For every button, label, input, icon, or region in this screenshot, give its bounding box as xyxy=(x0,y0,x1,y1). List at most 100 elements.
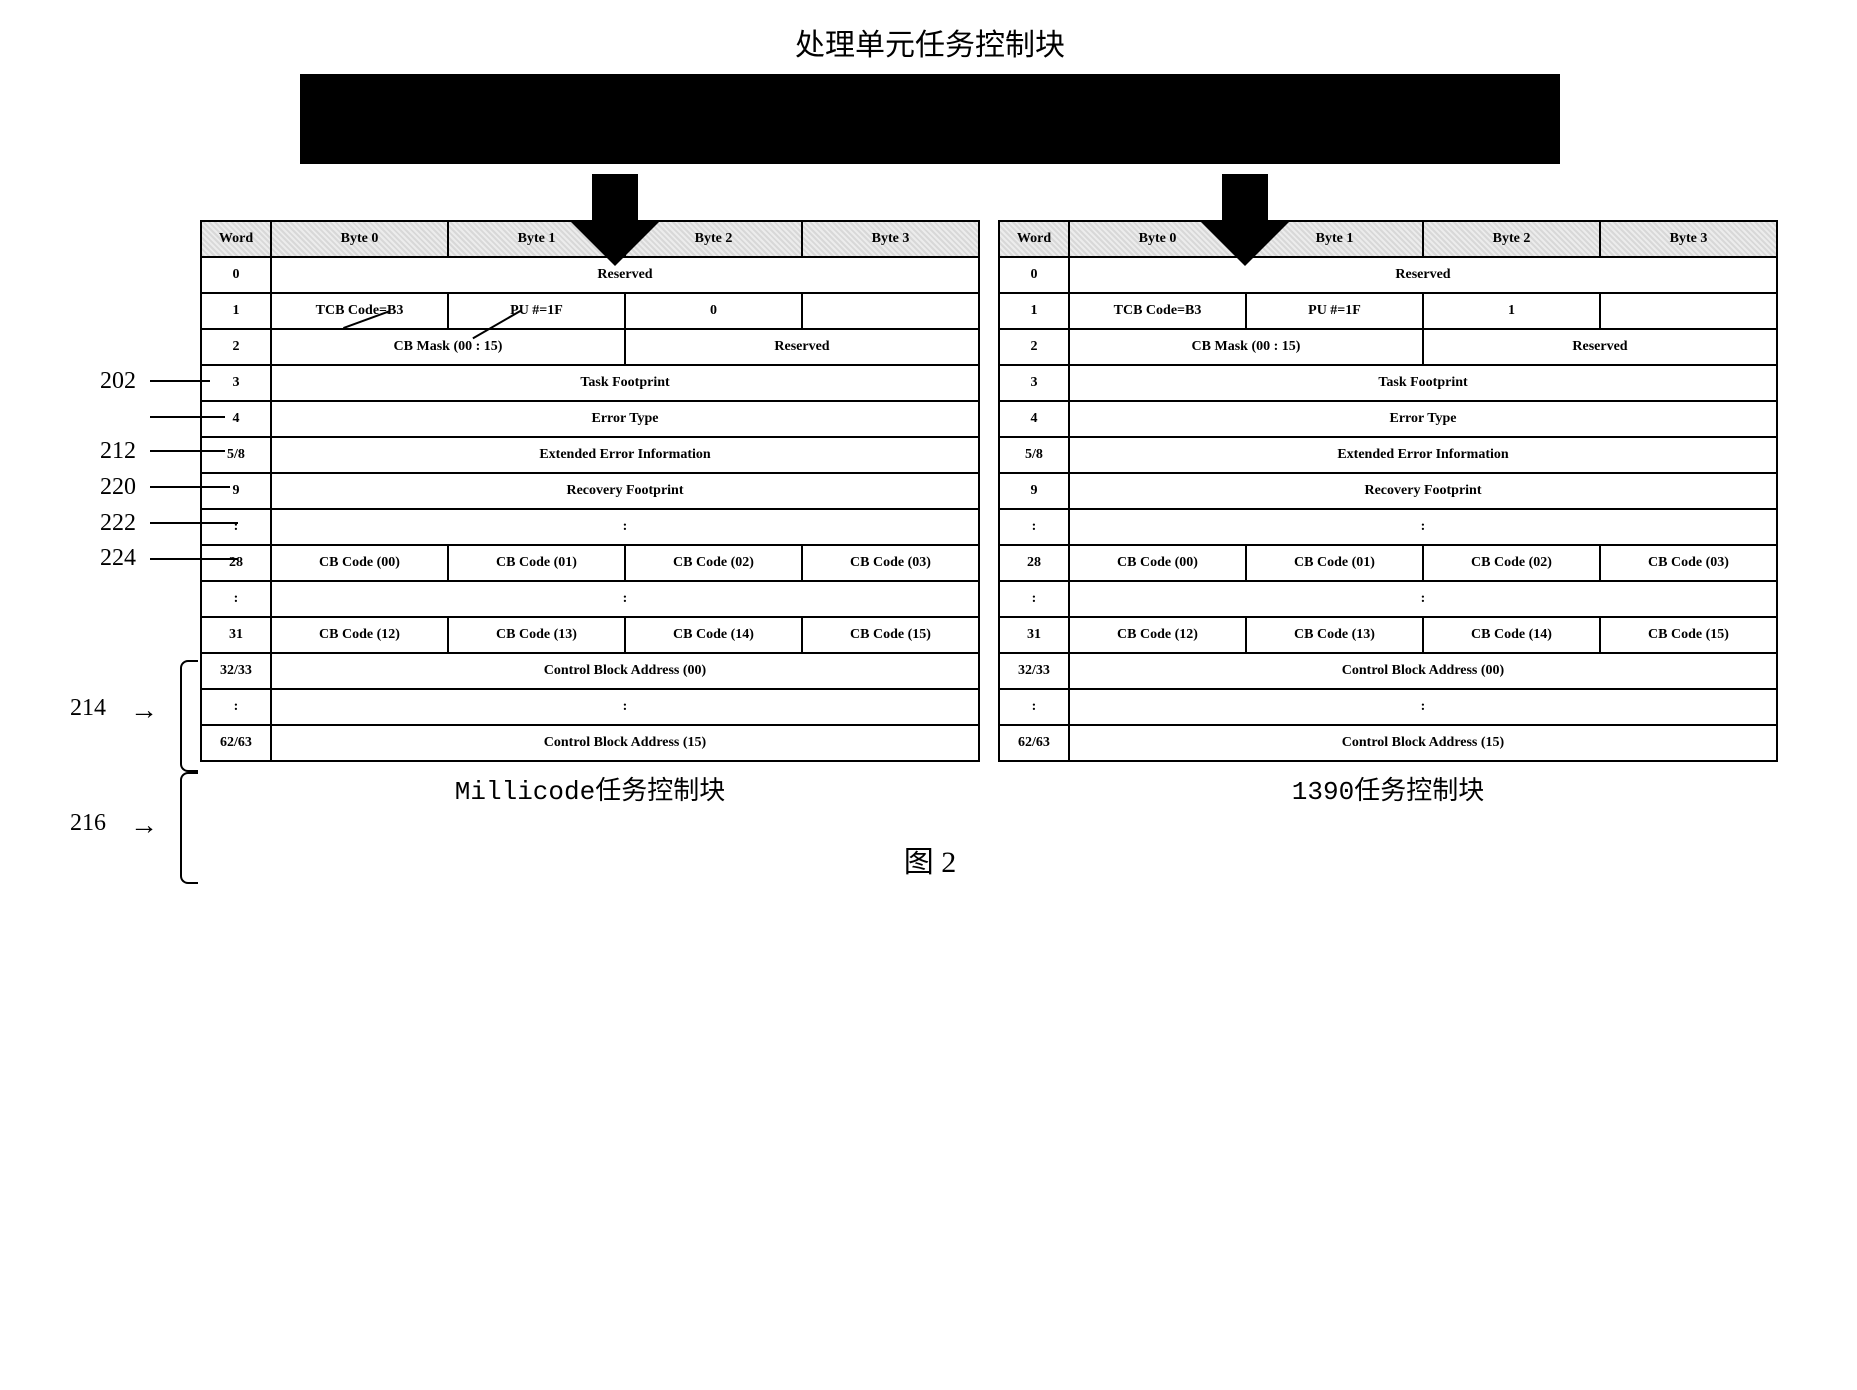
table-row: : : xyxy=(201,509,979,545)
cell-word: : xyxy=(999,581,1069,617)
figure-label: 图 2 xyxy=(40,837,1820,881)
table-row: 28 CB Code (00) CB Code (01) CB Code (02… xyxy=(999,545,1777,581)
label-202: 202 xyxy=(100,368,136,395)
cell-word: 28 xyxy=(999,545,1069,581)
cell-text: CB Code (01) xyxy=(1246,545,1423,581)
table-row: 2 CB Mask (00 : 15) Reserved xyxy=(999,329,1777,365)
cell-text: Recovery Footprint xyxy=(271,473,979,509)
cell-text: Extended Error Information xyxy=(1069,437,1777,473)
cell-text: CB Code (12) xyxy=(1069,617,1246,653)
label-222: 222 xyxy=(100,510,136,537)
hdr-b3: Byte 3 xyxy=(1600,221,1777,257)
table-row: : : xyxy=(201,581,979,617)
i390-table: Word Byte 0 Byte 1 Byte 2 Byte 3 0 Reser… xyxy=(998,220,1778,762)
cell-text: CB Code (02) xyxy=(625,545,802,581)
hdr-b2: Byte 2 xyxy=(1423,221,1600,257)
cell-word: 32/33 xyxy=(999,653,1069,689)
left-table-block: Word Byte 0 Byte 1 Byte 2 Byte 3 0 Reser… xyxy=(200,220,980,807)
cell-text: : xyxy=(271,689,979,725)
cell-text: CB Code (03) xyxy=(1600,545,1777,581)
cell-word: 62/63 xyxy=(201,725,271,761)
table-row: 62/63 Control Block Address (15) xyxy=(201,725,979,761)
label-214: 214 xyxy=(70,695,106,722)
label-224: 224 xyxy=(100,545,136,572)
label-206: 206 xyxy=(500,130,539,160)
cell-empty xyxy=(1600,293,1777,329)
cell-text: CB Code (15) xyxy=(1600,617,1777,653)
cell-text: CB Code (15) xyxy=(802,617,979,653)
right-caption: 1390任务控制块 xyxy=(998,770,1778,807)
cell-tcb: TCB Code=B3 xyxy=(271,293,448,329)
cell-word: 3 xyxy=(201,365,271,401)
hdr-b3: Byte 3 xyxy=(802,221,979,257)
hdr-b0: Byte 0 xyxy=(271,221,448,257)
table-row: 5/8 Extended Error Information xyxy=(999,437,1777,473)
table-row: : : xyxy=(999,581,1777,617)
cell-word: 3 xyxy=(999,365,1069,401)
cell-text: CB Code (14) xyxy=(1423,617,1600,653)
table-row: 1 TCB Code=B3 PU #=1F 1 xyxy=(999,293,1777,329)
right-table-block: Word Byte 0 Byte 1 Byte 2 Byte 3 0 Reser… xyxy=(998,220,1778,807)
cell-word: 9 xyxy=(999,473,1069,509)
cell-text: Task Footprint xyxy=(271,365,979,401)
cell-word: 0 xyxy=(201,257,271,293)
cell-word: 4 xyxy=(201,401,271,437)
table-row: 2 CB Mask (00 : 15) Reserved xyxy=(201,329,979,365)
table-row: : : xyxy=(999,509,1777,545)
table-row: : : xyxy=(999,689,1777,725)
cell-text: CB Code (03) xyxy=(802,545,979,581)
cell-word: 1 xyxy=(201,293,271,329)
cell-word: 28 xyxy=(201,545,271,581)
table-row: 1 TCB Code=B3 PU #=1F 0 xyxy=(201,293,979,329)
cell-pu: PU #=1F xyxy=(448,293,625,329)
table-row: 28 CB Code (00) CB Code (01) CB Code (02… xyxy=(201,545,979,581)
hdr-word: Word xyxy=(999,221,1069,257)
cell-text: Control Block Address (00) xyxy=(1069,653,1777,689)
cell-res: Reserved xyxy=(625,329,979,365)
label-212: 212 xyxy=(100,438,136,465)
cell-tcb: TCB Code=B3 xyxy=(1069,293,1246,329)
arrow-214: → xyxy=(130,695,158,727)
cell-text: CB Code (02) xyxy=(1423,545,1600,581)
cell-text: Recovery Footprint xyxy=(1069,473,1777,509)
cell-word: 31 xyxy=(999,617,1069,653)
cell-word: : xyxy=(999,689,1069,725)
label-220: 220 xyxy=(100,474,136,501)
cell-word: 5/8 xyxy=(999,437,1069,473)
cell-text: Error Type xyxy=(1069,401,1777,437)
table-row: 0 Reserved xyxy=(999,257,1777,293)
table-row: 32/33 Control Block Address (00) xyxy=(999,653,1777,689)
cell-word: 5/8 xyxy=(201,437,271,473)
cell-text: CB Code (00) xyxy=(1069,545,1246,581)
table-header-row: Word Byte 0 Byte 1 Byte 2 Byte 3 xyxy=(999,221,1777,257)
cell-text: : xyxy=(271,581,979,617)
table-row: 62/63 Control Block Address (15) xyxy=(999,725,1777,761)
cell-word: 2 xyxy=(201,329,271,365)
cell-word: 31 xyxy=(201,617,271,653)
table-row: 31 CB Code (12) CB Code (13) CB Code (14… xyxy=(999,617,1777,653)
cell-text: Error Type xyxy=(271,401,979,437)
cell-text: Task Footprint xyxy=(1069,365,1777,401)
cell-text: Control Block Address (15) xyxy=(271,725,979,761)
table-row: 3 Task Footprint xyxy=(201,365,979,401)
cell-flag: 1 xyxy=(1423,293,1600,329)
label-216: 216 xyxy=(70,810,106,837)
cell-word: 0 xyxy=(999,257,1069,293)
label-204: 204 xyxy=(370,130,409,160)
cell-mask: CB Mask (00 : 15) xyxy=(1069,329,1423,365)
cell-res: Reserved xyxy=(1423,329,1777,365)
millicode-table: Word Byte 0 Byte 1 Byte 2 Byte 3 0 Reser… xyxy=(200,220,980,762)
cell-empty xyxy=(802,293,979,329)
cell-text: CB Code (00) xyxy=(271,545,448,581)
cell-text: CB Code (01) xyxy=(448,545,625,581)
cell-text: : xyxy=(1069,689,1777,725)
cell-text: : xyxy=(1069,509,1777,545)
cell-word: 2 xyxy=(999,329,1069,365)
cell-text: CB Code (13) xyxy=(448,617,625,653)
cell-text: Control Block Address (15) xyxy=(1069,725,1777,761)
hdr-word: Word xyxy=(201,221,271,257)
cell-word: : xyxy=(999,509,1069,545)
cell-word: 62/63 xyxy=(999,725,1069,761)
table-row: 4 Error Type xyxy=(999,401,1777,437)
cell-flag: 0 xyxy=(625,293,802,329)
